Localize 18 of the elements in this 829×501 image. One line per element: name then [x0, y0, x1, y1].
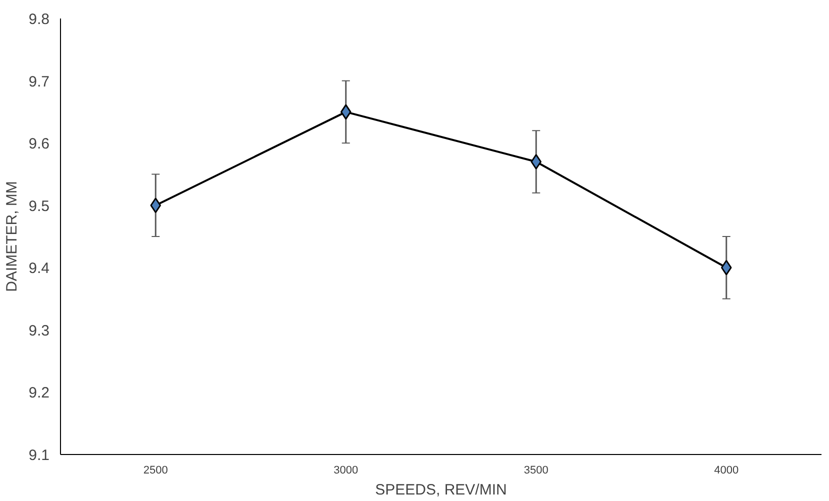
- y-tick-label: 9.2: [28, 384, 50, 402]
- y-tick-label: 9.5: [28, 198, 50, 215]
- point: [530, 154, 542, 170]
- y-tick-label: 9.3: [28, 322, 50, 340]
- y-axis-title: DAIMETER, MM: [4, 181, 21, 292]
- y-tick-label: 9.4: [28, 260, 50, 278]
- x-axis-title: SPEEDS, REV/MIN: [375, 482, 507, 498]
- point: [720, 260, 732, 276]
- point: [340, 104, 352, 120]
- point: [150, 198, 162, 214]
- x-tick-label: 3000: [334, 464, 358, 476]
- y-tick-label: 9.7: [28, 73, 50, 90]
- y-tick-label: 9.8: [28, 11, 50, 28]
- y-tick-label: 9.6: [28, 136, 50, 153]
- x-tick-label: 2500: [143, 464, 168, 476]
- y-tick-label: 9.1: [28, 447, 50, 464]
- x-tick-label: 4000: [714, 464, 739, 476]
- x-tick-label: 3500: [524, 464, 548, 476]
